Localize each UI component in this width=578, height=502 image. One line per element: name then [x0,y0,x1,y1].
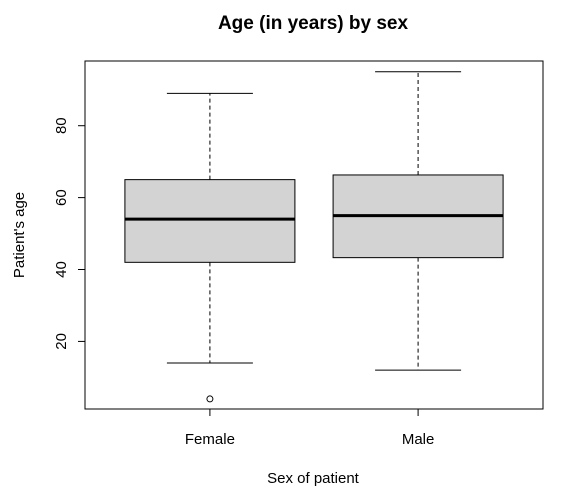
y-axis-label: Patient's age [11,192,28,278]
x-axis: Female Male [185,408,435,448]
boxes-layer [124,71,504,403]
female-outlier-point [206,395,214,403]
y-tick-label: 80 [53,117,70,134]
female-box [124,179,296,263]
x-axis-label: Sex of patient [267,470,360,487]
x-tick-label-male: Male [402,431,435,448]
x-tick-label-female: Female [185,431,235,448]
chart-title: Age (in years) by sex [218,13,409,34]
y-axis: 20 40 60 80 [53,117,86,350]
y-tick-label: 40 [53,261,70,278]
y-tick-label: 60 [53,189,70,206]
y-tick-label: 20 [53,333,70,350]
